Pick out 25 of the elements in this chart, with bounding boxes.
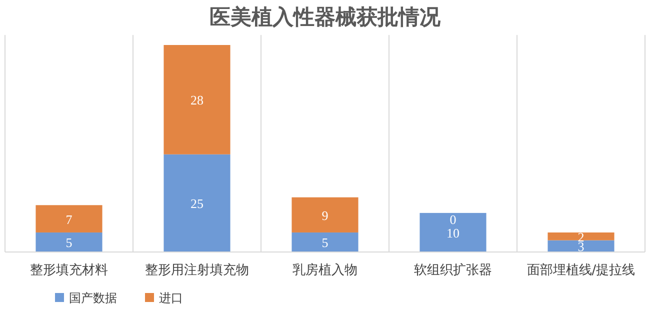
data-label: 9 [322, 208, 328, 223]
data-label: 0 [450, 212, 456, 227]
data-label: 5 [66, 235, 72, 250]
data-label: 10 [446, 225, 460, 240]
x-tick-label: 整形用注射填充物 [145, 263, 249, 278]
data-label: 25 [190, 196, 204, 212]
data-label: 7 [66, 212, 73, 227]
legend-label: 国产数据 [69, 291, 117, 305]
bar [36, 232, 102, 252]
x-tick-label: 软组织扩张器 [414, 263, 492, 278]
bar [548, 232, 614, 240]
bar [548, 240, 614, 252]
bar [292, 197, 358, 232]
bar [36, 205, 102, 232]
bar [164, 45, 230, 154]
x-tick-label: 乳房植入物 [292, 262, 358, 278]
bar [164, 154, 230, 252]
x-tick-label: 整形填充材料 [30, 263, 108, 278]
data-label: 28 [190, 92, 204, 108]
data-label: 5 [322, 235, 328, 250]
bar [420, 212, 486, 252]
x-tick-label: 面部埋植线/提拉线 [526, 263, 636, 278]
bar [292, 232, 358, 252]
legend-label: 进口 [159, 291, 183, 305]
chart-title: 医美植入性器械获批情况 [210, 5, 442, 29]
